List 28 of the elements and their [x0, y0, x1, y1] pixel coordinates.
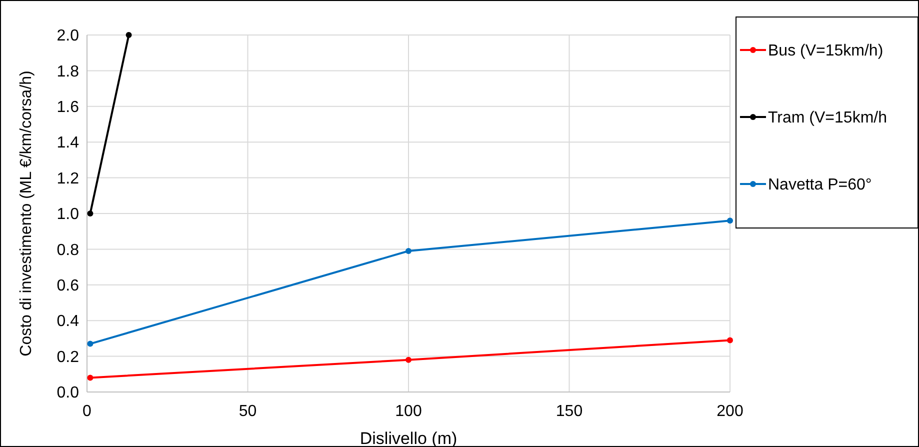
y-tick-label: 1.8: [56, 63, 80, 80]
x-tick-label: 200: [716, 403, 744, 420]
point: [87, 340, 94, 347]
y-tick-label: 1.4: [56, 134, 80, 152]
point: [87, 210, 94, 216]
y-tick-label: 0.4: [56, 313, 80, 330]
x-tick-label: 150: [556, 403, 583, 420]
y-tick-label: 1.6: [56, 99, 80, 116]
y-tick-label: 1.2: [56, 170, 80, 188]
y-axis-title: Costo di investimento (ML €/km/corsa/h): [18, 70, 35, 356]
point: [406, 356, 412, 363]
y-tick-label: 0.8: [56, 242, 80, 259]
legend-label: Tram (V=15km/h: [768, 110, 887, 127]
point: [727, 337, 733, 344]
x-tick-label: 0: [82, 403, 92, 420]
point: [727, 218, 733, 224]
y-tick-label: 0.2: [56, 348, 80, 366]
x-tick-label: 50: [238, 403, 257, 420]
y-tick-label: 0.6: [56, 278, 80, 294]
legend-label: Bus (V=15km/h): [768, 42, 884, 60]
y-tick-label: 1.0: [56, 206, 80, 224]
point: [126, 32, 132, 38]
point: [406, 248, 412, 254]
y-tick-label: 2.0: [56, 28, 80, 45]
y-tick-label: 0.0: [56, 384, 80, 402]
legend-label: Navetta P=60°: [768, 176, 872, 194]
point: [87, 374, 94, 381]
x-tick-label: 100: [395, 403, 422, 420]
